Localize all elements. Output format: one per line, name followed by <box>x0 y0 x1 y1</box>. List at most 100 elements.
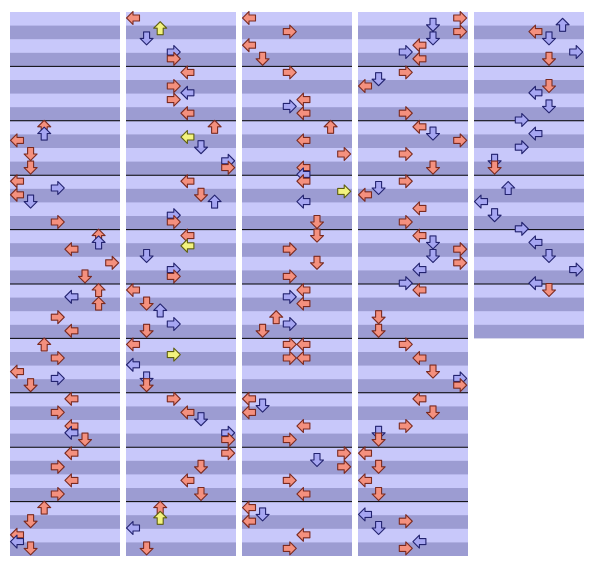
arrow <box>282 316 297 332</box>
stripe <box>126 284 236 298</box>
arrow <box>9 133 25 148</box>
stripe <box>474 202 584 216</box>
arrow <box>180 129 195 145</box>
stripe <box>126 447 236 461</box>
arrow <box>487 160 502 175</box>
arrow <box>64 323 79 338</box>
arrow <box>180 405 195 420</box>
arrow <box>296 350 311 366</box>
arrow <box>398 541 413 556</box>
arrow <box>425 405 441 420</box>
stripe <box>126 39 236 53</box>
arrow <box>269 310 284 325</box>
arrow <box>166 214 181 230</box>
arrow <box>23 194 38 209</box>
arrow <box>64 391 79 406</box>
arrow <box>193 486 209 502</box>
arrow <box>9 364 25 379</box>
arrow <box>296 527 311 542</box>
stripe <box>358 447 468 461</box>
arrow <box>296 282 311 298</box>
stripe <box>358 12 468 26</box>
arrow <box>371 520 386 536</box>
stripe <box>358 338 468 352</box>
arrow <box>125 337 141 352</box>
arrow <box>207 194 222 209</box>
arrow <box>398 337 413 352</box>
arrow <box>371 432 386 447</box>
arrow <box>398 418 413 434</box>
arrow <box>453 255 468 270</box>
stripe <box>10 66 120 80</box>
arrow <box>241 405 257 420</box>
arrow <box>357 187 373 202</box>
arrow <box>77 432 93 447</box>
arrow <box>282 24 297 39</box>
arrow <box>412 282 427 298</box>
arrow <box>221 432 236 447</box>
stripe <box>10 148 120 162</box>
arrow <box>241 514 257 529</box>
arrow <box>501 180 516 196</box>
arrow <box>569 262 584 277</box>
arrow <box>166 391 181 406</box>
stripe <box>10 229 120 244</box>
arrow <box>514 140 529 155</box>
arrow <box>166 316 181 332</box>
arrow <box>221 446 236 461</box>
arrow <box>296 194 311 209</box>
stripe <box>126 420 236 434</box>
arrow <box>282 65 297 80</box>
arrow <box>50 214 65 230</box>
arrow <box>241 391 257 406</box>
stripe <box>242 229 352 244</box>
stripe <box>10 501 120 516</box>
arrow <box>255 51 270 66</box>
arrow <box>91 282 106 298</box>
arrow <box>528 24 543 39</box>
arrow <box>166 269 181 284</box>
arrow <box>241 10 257 26</box>
arrow <box>139 296 154 311</box>
stripe <box>242 474 352 488</box>
arrow <box>193 412 209 427</box>
stripe <box>10 202 120 216</box>
arrow <box>37 126 52 141</box>
stripe <box>242 66 352 80</box>
stripe <box>126 365 236 380</box>
arrow <box>282 432 297 447</box>
arrow <box>91 296 106 311</box>
arrow <box>425 126 441 141</box>
arrow <box>153 510 168 525</box>
arrow <box>337 146 352 162</box>
stripe <box>474 93 584 108</box>
arrow <box>153 303 168 318</box>
arrow <box>398 514 413 529</box>
stripe <box>126 93 236 108</box>
stripe <box>126 311 236 325</box>
arrow <box>255 507 270 522</box>
stripe <box>242 447 352 461</box>
stripe <box>126 12 236 26</box>
stripe <box>242 311 352 325</box>
arrow <box>105 255 120 270</box>
arrow <box>193 140 209 155</box>
arrow <box>541 51 557 66</box>
arrow <box>309 255 325 270</box>
arrow <box>425 364 441 379</box>
stripe <box>10 12 120 26</box>
arrow <box>453 378 468 393</box>
stripe <box>474 120 584 135</box>
arrow <box>473 194 489 209</box>
arrow <box>153 21 168 36</box>
arrow <box>37 337 52 352</box>
stripe <box>358 66 468 80</box>
arrow <box>139 248 154 264</box>
arrow <box>337 446 352 461</box>
stripe <box>358 528 468 543</box>
stripe <box>358 365 468 380</box>
arrow <box>555 17 570 32</box>
arrow <box>282 289 297 304</box>
arrow <box>528 235 543 250</box>
stripe <box>358 311 468 325</box>
